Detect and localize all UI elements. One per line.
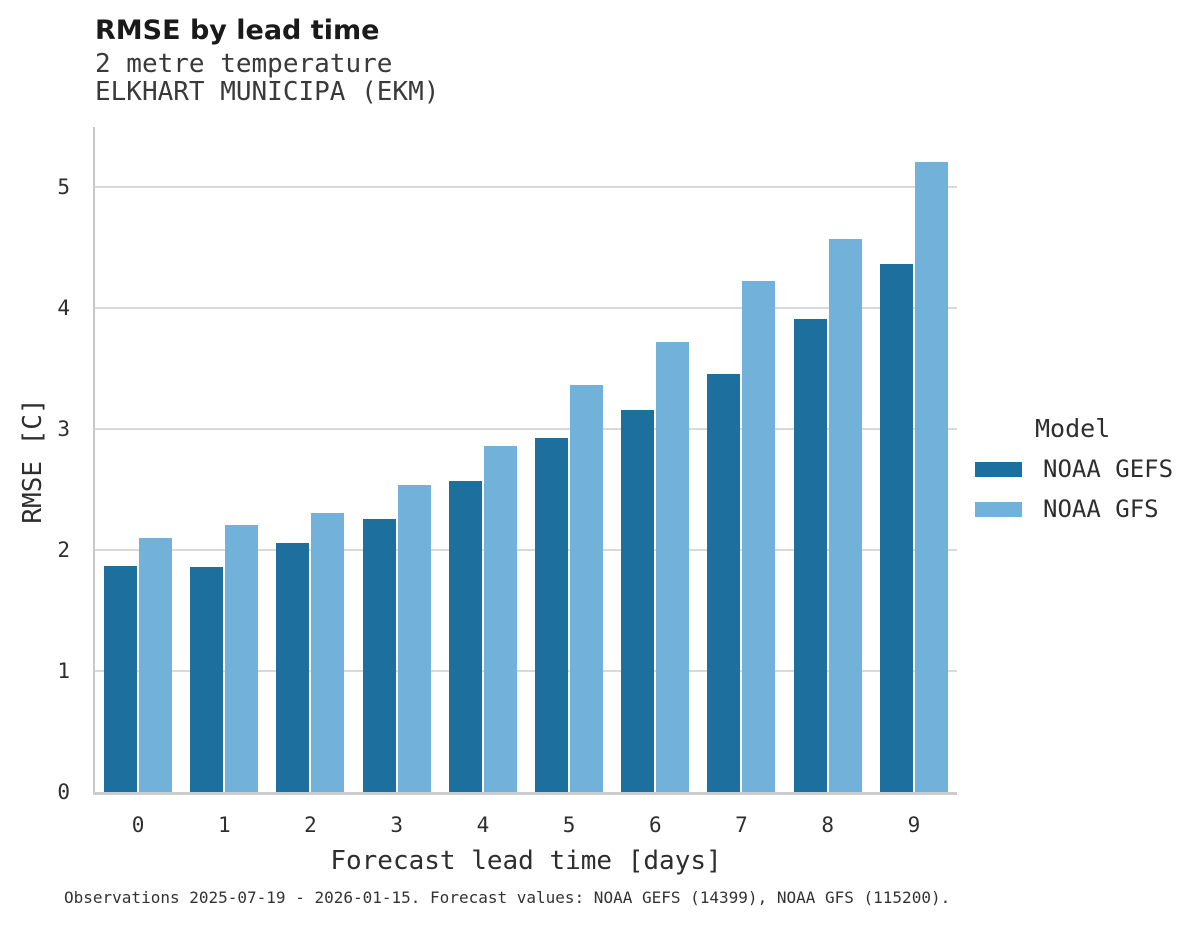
bar-group-day-4 xyxy=(440,127,526,792)
y-tick-label-2: 2 xyxy=(57,538,70,563)
legend-item-noaa-gefs: NOAA GEFS xyxy=(975,455,1173,483)
legend-item-noaa-gfs: NOAA GFS xyxy=(975,495,1173,523)
bar-noaa-gefs-day-7 xyxy=(707,373,741,792)
bar-noaa-gfs-day-2 xyxy=(311,512,345,792)
bar-noaa-gfs-day-9 xyxy=(914,162,948,792)
bar-noaa-gfs-day-3 xyxy=(397,484,431,792)
gridline-y-1 xyxy=(95,670,957,673)
bar-group-day-9 xyxy=(871,127,957,792)
bar-noaa-gefs-day-5 xyxy=(535,437,569,792)
x-tick-label-0: 0 xyxy=(131,813,145,837)
y-tick-label-3: 3 xyxy=(57,417,70,442)
bar-noaa-gefs-day-0 xyxy=(104,565,138,792)
bar-group-day-5 xyxy=(526,127,612,792)
legend-swatch-noaa-gefs xyxy=(975,461,1022,477)
x-axis-title: Forecast lead time [days] xyxy=(330,846,722,876)
bar-noaa-gfs-day-0 xyxy=(139,538,173,792)
bar-group-day-6 xyxy=(612,127,698,792)
bar-noaa-gefs-day-6 xyxy=(621,409,655,792)
bar-noaa-gfs-day-8 xyxy=(828,239,862,792)
legend-swatch-noaa-gfs xyxy=(975,501,1022,517)
y-tick-label-0: 0 xyxy=(57,780,70,804)
chart-subtitle-variable: 2 metre temperature xyxy=(95,49,393,79)
chart-subtitle-station: ELKHART MUNICIPA (EKM) xyxy=(95,77,440,107)
bar-group-day-7 xyxy=(698,127,784,792)
gridline-y-3 xyxy=(95,428,957,431)
plot-area xyxy=(93,127,957,795)
bar-noaa-gfs-day-1 xyxy=(225,524,259,792)
bar-noaa-gfs-day-5 xyxy=(570,384,604,792)
chart-title: RMSE by lead time xyxy=(95,15,380,46)
x-tick-label-3: 3 xyxy=(390,813,404,837)
bar-group-day-8 xyxy=(785,127,871,792)
footer-caption: Observations 2025-07-19 - 2026-01-15. Fo… xyxy=(64,888,951,907)
bar-noaa-gefs-day-8 xyxy=(793,319,827,792)
bar-group-day-1 xyxy=(181,127,267,792)
bar-noaa-gefs-day-1 xyxy=(190,567,224,792)
y-axis-spine xyxy=(93,127,95,795)
x-tick-label-4: 4 xyxy=(476,813,490,837)
bar-group-day-2 xyxy=(267,127,353,792)
legend: Model NOAA GEFS NOAA GFS xyxy=(975,414,1173,523)
y-tick-label-1: 1 xyxy=(57,659,70,684)
x-tick-label-1: 1 xyxy=(217,813,231,837)
bar-noaa-gefs-day-4 xyxy=(448,481,482,792)
gridline-y-2 xyxy=(95,549,957,552)
y-tick-label-5: 5 xyxy=(57,175,70,200)
x-tick-label-8: 8 xyxy=(821,813,835,837)
bar-noaa-gefs-day-3 xyxy=(362,518,396,792)
y-tick-label-4: 4 xyxy=(57,296,70,321)
x-tick-label-5: 5 xyxy=(562,813,576,837)
gridline-y-5 xyxy=(95,186,957,189)
gridline-y-4 xyxy=(95,307,957,310)
bar-noaa-gfs-day-4 xyxy=(483,446,517,792)
bar-group-day-3 xyxy=(354,127,440,792)
x-tick-label-2: 2 xyxy=(304,813,317,837)
x-tick-label-7: 7 xyxy=(735,813,748,837)
x-tick-label-9: 9 xyxy=(907,813,921,837)
legend-label-noaa-gefs: NOAA GEFS xyxy=(1043,455,1174,483)
x-axis-spine xyxy=(93,792,957,795)
legend-title: Model xyxy=(1035,414,1111,443)
bar-noaa-gefs-day-9 xyxy=(879,263,913,792)
bar-noaa-gfs-day-6 xyxy=(656,342,690,792)
legend-label-noaa-gfs: NOAA GFS xyxy=(1043,495,1159,523)
bar-group-day-0 xyxy=(95,127,181,792)
bar-noaa-gfs-day-7 xyxy=(742,280,776,792)
bar-noaa-gefs-day-2 xyxy=(276,542,310,792)
x-tick-label-6: 6 xyxy=(648,813,662,837)
